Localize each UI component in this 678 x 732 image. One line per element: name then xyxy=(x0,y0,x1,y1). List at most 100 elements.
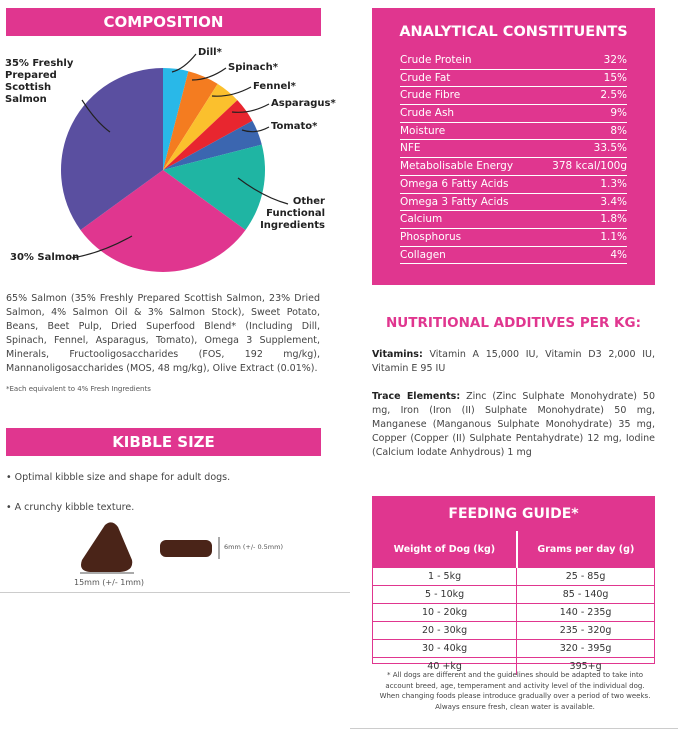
constituent-row: Collagen 4% xyxy=(400,247,627,265)
constituent-value: 1.3% xyxy=(600,177,627,190)
constituent-value: 15% xyxy=(603,71,627,84)
constituent-value: 8% xyxy=(610,124,627,137)
kibble-side xyxy=(160,540,212,557)
table-cell: 320 - 395g xyxy=(516,639,654,658)
header-row: Weight of Dog (kg) Grams per day (g) xyxy=(373,531,654,568)
feeding-box: FEEDING GUIDE* Weight of Dog (kg) Grams p… xyxy=(372,496,655,675)
table-cell: 20 - 30kg xyxy=(373,621,517,640)
constituent-row: Phosphorus 1.1% xyxy=(400,229,627,247)
table-cell: 25 - 85g xyxy=(516,567,654,586)
constituent-name: Moisture xyxy=(400,124,446,137)
constituent-value: 1.1% xyxy=(600,230,627,243)
label-arrow xyxy=(241,126,270,133)
table-cell: 85 - 140g xyxy=(516,585,654,604)
section-title: NUTRITIONAL ADDITIVES PER KG: xyxy=(385,315,641,331)
pie-slice xyxy=(163,144,265,230)
label-arrow xyxy=(171,53,197,73)
constituent-row: NFE 33.5% xyxy=(400,140,627,159)
constituent-name: NFE xyxy=(400,142,421,155)
section-title: FEEDING GUIDE* xyxy=(373,497,654,531)
constituent-name: Calcium xyxy=(400,213,443,226)
constituent-value: 9% xyxy=(610,107,627,120)
width-label: 15mm (+/- 1mm) xyxy=(74,578,145,587)
constituents-list: Crude Protein 32% Crude Fat 15% Crude Fibre 2… xyxy=(372,52,655,265)
constituent-row: Crude Fat 15% xyxy=(400,70,627,88)
height-label: 6mm (+/- 0.5mm) xyxy=(224,543,283,551)
additive-text: Zinc (Zinc Sulphate Monohydrate) 50 mg, … xyxy=(372,391,656,458)
constituent-name: Crude Protein xyxy=(400,54,472,66)
additive-label: Trace Elements: xyxy=(372,391,461,402)
bullet: • A crunchy kibble texture. xyxy=(6,502,135,513)
constituent-name: Phosphorus xyxy=(400,230,462,243)
table-row: 10 - 20kg 140 - 235g xyxy=(373,603,654,622)
slice-label: Dill* xyxy=(198,47,222,58)
constituent-name: Omega 3 Fatty Acids xyxy=(400,195,509,208)
feeding-note: * All dogs are different and the guideli… xyxy=(379,671,651,711)
pie-slice xyxy=(61,68,164,230)
constituent-name: Metabolisable Energy xyxy=(400,160,514,173)
constituent-row: Metabolisable Energy 378 kcal/100g xyxy=(400,158,627,176)
pie-slice xyxy=(163,83,238,170)
slice-label: 35% Freshly Prepared Scottish Salmon xyxy=(5,58,74,105)
table-cell: 30 - 40kg xyxy=(373,639,517,658)
constituent-row: Moisture 8% xyxy=(400,123,627,141)
table-row: 40 +kg 395+g xyxy=(373,657,654,675)
constituent-row: Omega 6 Fatty Acids 1.3% xyxy=(400,176,627,194)
footnote: *Each equivalent to 4% Fresh Ingredients xyxy=(6,385,151,393)
constituent-value: 3.4% xyxy=(600,195,627,208)
table-cell: 5 - 10kg xyxy=(373,585,517,604)
constituent-value: 4% xyxy=(610,248,627,261)
constituent-row: Crude Protein 32% xyxy=(400,52,627,70)
table-row: 20 - 30kg 235 - 320g xyxy=(373,621,654,640)
feeding-table: Weight of Dog (kg) Grams per day (g) 1 - 5… xyxy=(373,531,654,675)
additive-paragraph: Vitamins: Vitamin A 15,000 IU, Vitamin D… xyxy=(372,348,655,376)
header-cell: Weight of Dog (kg) xyxy=(373,531,517,568)
kibble-triangle xyxy=(81,522,133,572)
pie-slice xyxy=(163,71,218,170)
description: 65% Salmon (35% Freshly Prepared Scottis… xyxy=(6,293,320,374)
label-arrow xyxy=(191,67,227,81)
constituent-row: Crude Ash 9% xyxy=(400,105,627,123)
divider xyxy=(0,592,350,593)
section-title: KIBBLE SIZE xyxy=(6,428,321,456)
table-row: 1 - 5kg 25 - 85g xyxy=(373,567,654,586)
table-cell: 1 - 5kg xyxy=(373,567,517,586)
section-title: ANALYTICAL CONSTITUENTS xyxy=(399,24,628,40)
additive-paragraph: Trace Elements: Zinc (Zinc Sulphate Mono… xyxy=(372,390,655,460)
constituent-name: Omega 6 Fatty Acids xyxy=(400,177,509,190)
pie-slice xyxy=(163,120,262,170)
constituent-value: 1.8% xyxy=(600,213,627,226)
slice-label: Tomato* xyxy=(271,121,318,132)
constituent-name: Crude Fibre xyxy=(400,89,461,102)
bullet: • Optimal kibble size and shape for adul… xyxy=(6,472,231,483)
slice-label: 30% Salmon xyxy=(10,252,80,263)
slice-label: Spinach* xyxy=(228,62,278,73)
pie-chart xyxy=(61,53,289,273)
pie-slice xyxy=(163,100,253,170)
table-cell: 235 - 320g xyxy=(516,621,654,640)
section-title: COMPOSITION xyxy=(6,8,321,36)
slice-label: Other Functional Ingredients xyxy=(260,196,325,231)
constituent-name: Crude Ash xyxy=(400,107,455,120)
pie-slice xyxy=(80,170,246,273)
label-arrow xyxy=(237,177,289,205)
pie-slice xyxy=(163,68,189,170)
constituent-row: Omega 3 Fatty Acids 3.4% xyxy=(400,194,627,212)
label-arrow xyxy=(231,103,270,113)
constituent-row: Crude Fibre 2.5% xyxy=(400,87,627,106)
label-arrow xyxy=(211,86,252,97)
label-arrow xyxy=(81,99,111,133)
label-arrow xyxy=(71,235,133,259)
table-cell: 10 - 20kg xyxy=(373,603,517,622)
divider xyxy=(350,728,678,729)
constituent-name: Crude Fat xyxy=(400,71,451,84)
constituent-name: Collagen xyxy=(400,248,446,261)
constituent-value: 33.5% xyxy=(593,142,627,155)
slice-label: Fennel* xyxy=(253,81,296,92)
kibble-illustration xyxy=(80,522,220,574)
additive-label: Vitamins: xyxy=(372,349,423,360)
additives: Vitamins: Vitamin A 15,000 IU, Vitamin D… xyxy=(372,348,655,474)
table-row: 5 - 10kg 85 - 140g xyxy=(373,585,654,604)
table-cell: 395+g xyxy=(516,657,654,675)
